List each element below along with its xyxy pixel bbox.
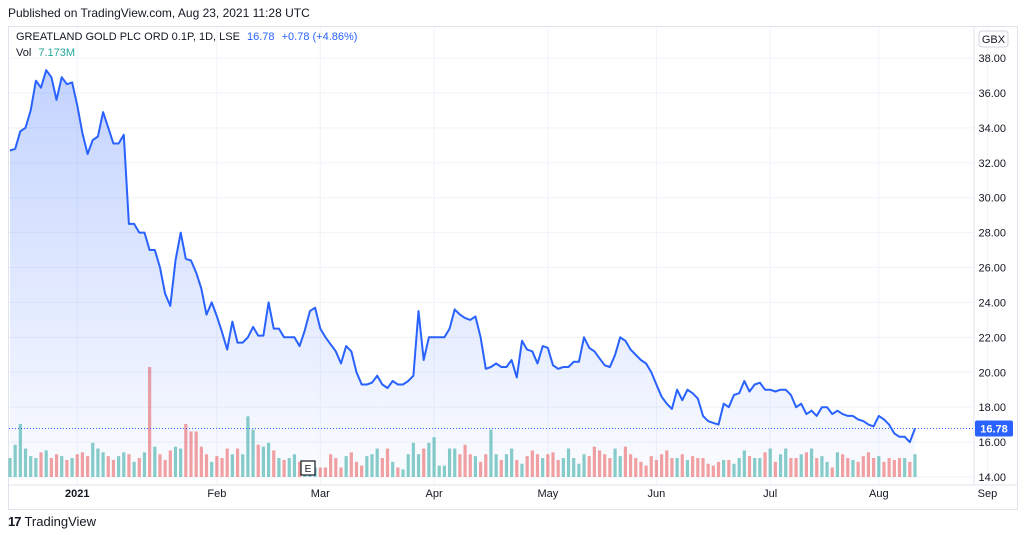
tradingview-logo-icon: 17 [8, 514, 22, 529]
y-tick-label: 22.00 [978, 332, 1006, 344]
y-tick-label: 30.00 [978, 193, 1006, 205]
y-axis-ticks: 14.00 16.00 18.00 20.00 22.00 24.00 26.00 28.00… [978, 53, 1006, 484]
axes [9, 27, 1017, 486]
volume-legend[interactable]: Vol 7.173M [16, 47, 75, 59]
x-tick-label: Feb [207, 488, 226, 500]
y-tick-label: 18.00 [978, 402, 1006, 414]
last-price-tag-text: 16.78 [980, 423, 1008, 435]
y-tick-label: 36.00 [978, 88, 1006, 100]
volume-label: Vol [16, 47, 32, 59]
x-tick-label: Aug [869, 488, 889, 500]
last-price-value: 16.78 [247, 31, 275, 43]
y-tick-label: 34.00 [978, 123, 1006, 135]
y-tick-label: 32.00 [978, 158, 1006, 170]
price-change-value: +0.78 (+4.86%) [281, 31, 358, 43]
event-marker[interactable]: E [300, 460, 316, 476]
currency-badge[interactable]: GBX [978, 30, 1009, 48]
y-tick-label: 38.00 [978, 53, 1006, 65]
published-caption: Published on TradingView.com, Aug 23, 20… [8, 6, 310, 20]
y-tick-label: 28.00 [978, 228, 1006, 240]
tradingview-footer[interactable]: 17 TradingView [8, 514, 96, 529]
last-price-tag: 16.78 [975, 420, 1013, 437]
event-marker-label: E [305, 464, 312, 475]
y-tick-label: 26.00 [978, 263, 1006, 275]
price-area [9, 69, 916, 477]
x-tick-label: 2021 [65, 488, 89, 500]
x-axis-ticks: 2021 Feb Mar Apr May Jun Jul Aug Sep [65, 488, 997, 500]
symbol-legend[interactable]: GREATLAND GOLD PLC ORD 0.1P, 1D, LSE 16.… [16, 31, 357, 43]
tradingview-brand: TradingView [24, 514, 97, 529]
y-tick-label: 24.00 [978, 297, 1006, 309]
currency-label: GBX [982, 34, 1006, 46]
price-area-fill [10, 70, 915, 477]
price-line [9, 69, 916, 444]
x-tick-label: Jul [763, 488, 777, 500]
x-tick-label: Mar [311, 488, 330, 500]
x-tick-label: Sep [978, 488, 998, 500]
y-tick-label: 14.00 [978, 472, 1006, 484]
symbol-title: GREATLAND GOLD PLC ORD 0.1P, 1D, LSE [16, 31, 240, 43]
chart-frame[interactable] [8, 26, 1018, 510]
x-tick-label: May [537, 488, 558, 500]
y-tick-label: 20.00 [978, 367, 1006, 379]
x-tick-label: Apr [425, 488, 442, 500]
y-tick-label: 16.00 [978, 437, 1006, 449]
volume-value: 7.173M [38, 47, 76, 59]
x-tick-label: Jun [648, 488, 666, 500]
